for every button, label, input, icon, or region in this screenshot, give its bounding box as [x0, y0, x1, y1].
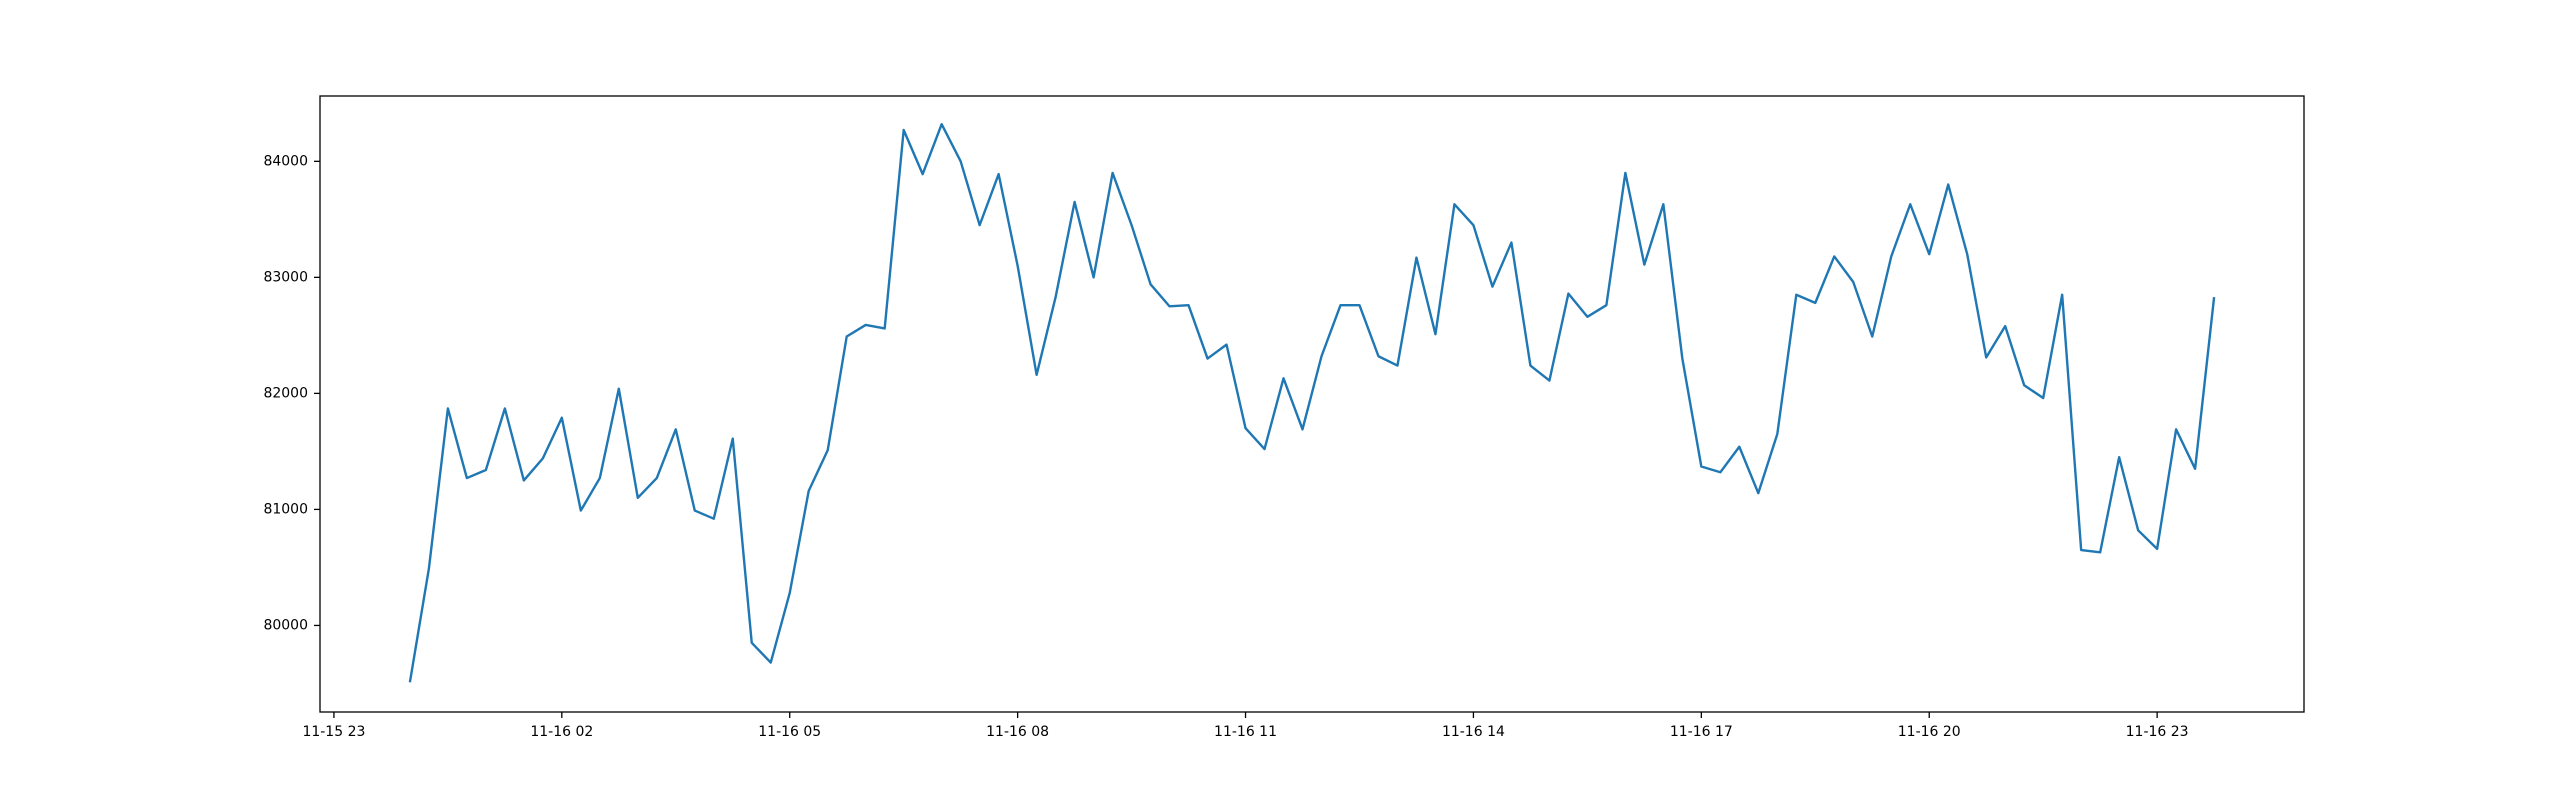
- y-tick-label: 83000: [263, 269, 308, 285]
- x-tick-label: 11-16 08: [986, 724, 1049, 740]
- x-tick-label: 11-16 11: [1214, 724, 1277, 740]
- x-tick-label: 11-16 17: [1670, 724, 1733, 740]
- x-tick-label: 11-16 20: [1898, 724, 1961, 740]
- x-tick-label: 11-15 23: [302, 724, 365, 740]
- y-tick-label: 84000: [263, 153, 308, 169]
- x-tick-label: 11-16 05: [758, 724, 821, 740]
- y-tick-label: 82000: [263, 385, 308, 401]
- data-line: [408, 123, 2216, 683]
- x-tick-label: 11-16 23: [2126, 724, 2189, 740]
- x-tick-label: 11-16 14: [1442, 724, 1505, 740]
- y-tick-label: 81000: [263, 501, 308, 517]
- axes-frame: [319, 95, 2305, 713]
- y-tick-label: 80000: [263, 617, 308, 633]
- x-tick-label: 11-16 02: [530, 724, 593, 740]
